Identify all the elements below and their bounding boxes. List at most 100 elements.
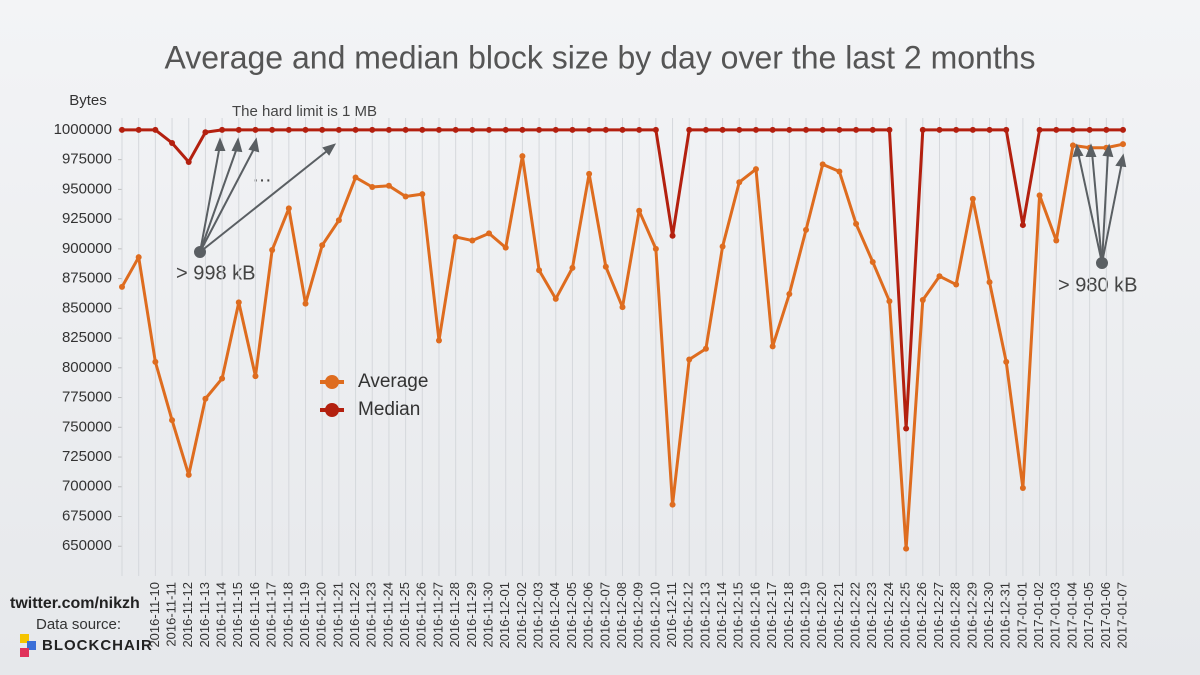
data-point xyxy=(619,304,626,311)
data-point xyxy=(1003,358,1010,365)
data-point xyxy=(435,126,442,133)
data-point xyxy=(803,126,810,133)
x-tick-label: 2017-01-02 xyxy=(1031,582,1046,649)
data-point xyxy=(953,126,960,133)
x-tick-label: 2016-12-23 xyxy=(864,582,879,649)
x-tick-label: 2016-11-26 xyxy=(414,582,429,648)
data-point xyxy=(719,243,726,250)
data-point xyxy=(285,126,292,133)
data-point xyxy=(202,395,209,402)
x-tick-label: 2016-11-15 xyxy=(230,582,245,648)
data-point xyxy=(119,126,125,133)
data-point xyxy=(1036,126,1043,133)
data-point xyxy=(836,126,843,133)
x-tick-label: 2016-12-19 xyxy=(797,582,812,649)
data-point xyxy=(569,264,576,271)
x-tick-label: 2016-11-12 xyxy=(180,582,195,648)
data-point xyxy=(636,126,643,133)
x-tick-label: 2016-11-18 xyxy=(280,582,295,648)
annotation: > 980 kB xyxy=(1058,274,1138,296)
data-point xyxy=(452,233,459,240)
data-point xyxy=(302,126,309,133)
x-tick-label: 2016-12-06 xyxy=(581,582,596,649)
x-tick-label: 2016-12-05 xyxy=(564,582,579,649)
x-tick-label: 2016-12-10 xyxy=(647,582,662,649)
data-point xyxy=(369,126,376,133)
data-point xyxy=(419,191,426,198)
data-point xyxy=(853,126,860,133)
data-point xyxy=(235,126,242,133)
x-tick-label: 2016-11-17 xyxy=(264,582,279,648)
x-tick-label: 2016-11-14 xyxy=(214,582,229,648)
data-point xyxy=(1019,484,1026,491)
x-tick-label: 2016-12-20 xyxy=(814,582,829,649)
data-point xyxy=(185,471,192,478)
x-tick-label: 2016-12-17 xyxy=(764,582,779,649)
x-tick-label: 2016-11-21 xyxy=(330,582,345,648)
data-point xyxy=(986,126,993,133)
y-tick-label: 900000 xyxy=(62,240,112,257)
data-point xyxy=(1120,126,1126,133)
data-point xyxy=(1069,142,1076,149)
x-tick-label: 2016-12-08 xyxy=(614,582,629,649)
data-point xyxy=(969,126,976,133)
x-tick-label: 2016-12-26 xyxy=(914,582,929,649)
data-point xyxy=(319,242,326,249)
data-point xyxy=(219,375,226,382)
data-point xyxy=(669,232,676,239)
data-point xyxy=(886,298,893,305)
data-point xyxy=(1053,237,1060,244)
data-point xyxy=(202,129,209,136)
data-point xyxy=(1019,222,1026,229)
data-point xyxy=(1120,141,1126,148)
data-point xyxy=(335,217,342,224)
y-tick-label: 750000 xyxy=(62,418,112,435)
data-point xyxy=(652,245,659,252)
y-tick-label: 975000 xyxy=(62,151,112,168)
y-tick-label: 800000 xyxy=(62,359,112,376)
data-point xyxy=(803,226,810,233)
data-point xyxy=(135,126,142,133)
x-tick-label: 2016-12-29 xyxy=(964,582,979,649)
legend-swatch xyxy=(325,375,339,389)
data-point xyxy=(686,356,693,363)
data-point xyxy=(652,126,659,133)
data-point xyxy=(936,126,943,133)
legend-swatch xyxy=(325,403,339,417)
chart-title: Average and median block size by day ove… xyxy=(164,39,1035,75)
credit: twitter.com/nikzh xyxy=(10,595,140,612)
data-point xyxy=(252,373,259,380)
x-tick-label: 2016-12-16 xyxy=(747,582,762,649)
data-point xyxy=(669,501,676,508)
x-tick-label: 2017-01-03 xyxy=(1048,582,1063,649)
data-point xyxy=(769,343,776,350)
x-tick-label: 2017-01-01 xyxy=(1014,582,1029,649)
x-tick-label: 2017-01-05 xyxy=(1081,582,1096,649)
x-tick-label: 2016-12-30 xyxy=(981,582,996,649)
y-tick-label: 775000 xyxy=(62,389,112,406)
data-point xyxy=(169,417,176,424)
x-tick-label: 2016-12-12 xyxy=(681,582,696,649)
x-tick-label: 2016-11-28 xyxy=(447,582,462,648)
arrows xyxy=(194,137,1127,269)
data-point xyxy=(752,166,759,173)
data-point xyxy=(319,126,326,133)
data-point xyxy=(819,126,826,133)
x-tick-label: 2016-12-14 xyxy=(714,582,729,649)
y-tick-label: 700000 xyxy=(62,478,112,495)
x-tick-label: 2016-11-27 xyxy=(430,582,445,648)
data-point xyxy=(452,126,459,133)
y-tick-label: 925000 xyxy=(62,210,112,227)
data-point xyxy=(519,126,526,133)
plot: 650000 675000 700000 725000 750000 775000 8000… xyxy=(54,118,1129,649)
data-point xyxy=(586,126,593,133)
annotation: … xyxy=(252,164,272,186)
legend-label: Average xyxy=(358,371,428,392)
data-point xyxy=(1003,126,1010,133)
data-point xyxy=(919,297,926,304)
data-point xyxy=(119,283,125,290)
data-point xyxy=(269,126,276,133)
x-tick-label: 2017-01-07 xyxy=(1114,582,1129,649)
data-point xyxy=(869,258,876,265)
